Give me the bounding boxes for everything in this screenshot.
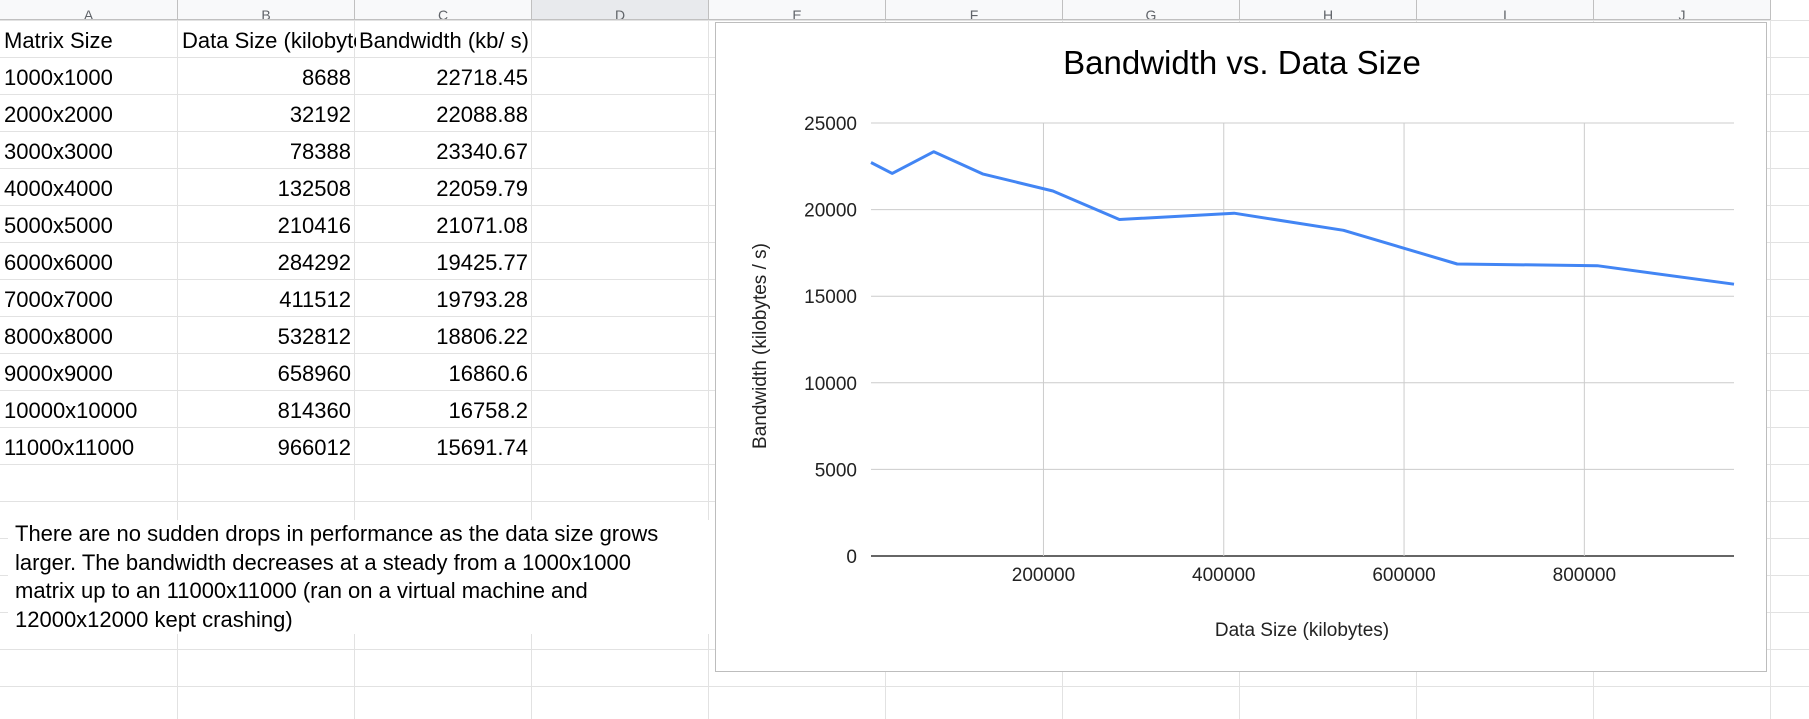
column-header-label: A — [83, 7, 94, 20]
column-gridline — [1770, 20, 1771, 719]
column-header-label: E — [792, 7, 802, 20]
bandwidth-cell[interactable]: 16758.2 — [448, 398, 528, 423]
column-header-label: G — [1145, 7, 1157, 20]
series-line — [870, 150, 1735, 286]
column-gridline — [354, 20, 355, 719]
y-tick-label: 5000 — [815, 460, 857, 481]
data-size-cell[interactable]: 532812 — [277, 324, 351, 349]
bandwidth-cell[interactable]: 18806.22 — [436, 324, 528, 349]
line-chart: Bandwidth vs. Data Size 0 5000 10000 15000 20… — [750, 44, 1735, 641]
x-tick-label: 200000 — [1012, 565, 1075, 586]
bandwidth-cell[interactable]: 22059.79 — [436, 176, 528, 201]
bandwidth-cell[interactable]: 23340.67 — [436, 139, 528, 164]
column-header-label: C — [437, 7, 449, 20]
data-size-cell[interactable]: 658960 — [277, 361, 351, 386]
column-header-d[interactable]: D — [532, 0, 709, 20]
column-header-b[interactable]: B — [178, 0, 355, 20]
bandwidth-cell[interactable]: 19425.77 — [436, 250, 528, 275]
header-cell[interactable]: Bandwidth (kb/ s) — [359, 28, 529, 53]
note-line: There are no sudden drops in performance… — [15, 521, 659, 546]
matrix-size-cell[interactable]: 2000x2000 — [4, 102, 113, 127]
data-size-cell[interactable]: 411512 — [279, 287, 351, 312]
matrix-size-cell[interactable]: 4000x4000 — [4, 176, 113, 201]
data-size-cell[interactable]: 78388 — [289, 139, 351, 164]
note-line: larger. The bandwidth decreases at a ste… — [15, 549, 631, 575]
embedded-chart[interactable]: Bandwidth vs. Data Size 0 5000 10000 15000 20… — [715, 22, 1767, 672]
bandwidth-cell[interactable]: 22718.45 — [436, 65, 528, 90]
y-tick-label: 0 — [846, 547, 857, 568]
column-header-a[interactable]: A — [0, 0, 178, 20]
column-header-j[interactable]: J — [1594, 0, 1771, 20]
y-tick-label: 20000 — [804, 201, 857, 222]
column-header-label: F — [969, 7, 979, 20]
y-tick-label: 10000 — [804, 374, 857, 395]
data-size-cell[interactable]: 966012 — [277, 435, 351, 460]
matrix-size-cell[interactable]: 6000x6000 — [4, 250, 113, 275]
column-header-i[interactable]: I — [1417, 0, 1594, 20]
x-tick-label: 800000 — [1553, 565, 1616, 586]
y-tick-label: 25000 — [804, 114, 857, 135]
data-size-cell[interactable]: 8688 — [302, 65, 351, 90]
matrix-size-cell[interactable]: 5000x5000 — [4, 213, 113, 238]
y-tick-label: 15000 — [804, 287, 857, 308]
column-gridline — [177, 20, 178, 719]
row-gridline — [0, 686, 1809, 687]
matrix-size-cell[interactable]: 8000x8000 — [4, 324, 113, 349]
data-size-cell[interactable]: 132508 — [277, 176, 351, 201]
column-header-label: D — [614, 7, 626, 20]
analysis-note[interactable]: There are no sudden drops in performance… — [8, 520, 722, 634]
matrix-size-cell[interactable]: 10000x10000 — [4, 398, 138, 423]
matrix-size-cell[interactable]: 9000x9000 — [4, 361, 113, 386]
matrix-size-cell[interactable]: 7000x7000 — [4, 287, 113, 312]
matrix-size-cell[interactable]: 3000x3000 — [4, 139, 113, 164]
data-size-cell[interactable]: 814360 — [277, 398, 351, 423]
y-axis-label: Bandwidth (kilobytes / s) — [750, 243, 771, 449]
note-line: 12000x12000 kept crashing) — [15, 606, 293, 632]
matrix-size-cell[interactable]: 11000x11000 — [4, 435, 135, 460]
note-line: matrix up to an 11000x11000 (ran on a vi… — [15, 578, 588, 603]
column-header-label: I — [1503, 7, 1507, 20]
bandwidth-cell[interactable]: 22088.88 — [436, 102, 528, 127]
x-axis-label: Data Size (kilobytes) — [1215, 620, 1389, 641]
bandwidth-cell[interactable]: 15691.74 — [436, 435, 528, 460]
matrix-size-cell[interactable]: 1000x1000 — [4, 65, 113, 90]
column-header-label: H — [1322, 7, 1334, 20]
header-cell[interactable]: Matrix Size — [4, 28, 113, 53]
header-cell[interactable]: Data Size (kilobytes) — [182, 28, 356, 53]
data-size-cell[interactable]: 210416 — [277, 213, 351, 238]
column-gridline — [708, 20, 709, 719]
column-header-c[interactable]: C — [355, 0, 532, 20]
column-header-h[interactable]: H — [1240, 0, 1417, 20]
bandwidth-cell[interactable]: 21071.08 — [436, 213, 528, 238]
column-header-label: J — [1678, 7, 1686, 20]
data-size-cell[interactable]: 284292 — [277, 250, 351, 275]
chart-title: Bandwidth vs. Data Size — [1063, 44, 1421, 81]
column-header-f[interactable]: F — [886, 0, 1063, 20]
column-header-g[interactable]: G — [1063, 0, 1240, 20]
data-size-cell[interactable]: 32192 — [289, 102, 351, 127]
x-tick-label: 600000 — [1372, 565, 1435, 586]
x-tick-label: 400000 — [1192, 565, 1255, 586]
row-gridline — [0, 20, 1809, 21]
column-header-e[interactable]: E — [709, 0, 886, 20]
bandwidth-cell[interactable]: 19793.28 — [436, 287, 528, 312]
column-header-label: B — [261, 7, 271, 20]
column-gridline — [531, 20, 532, 719]
bandwidth-cell[interactable]: 16860.6 — [448, 361, 528, 386]
